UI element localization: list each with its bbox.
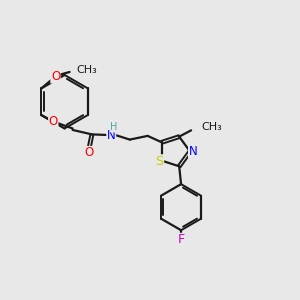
Text: N: N <box>107 129 116 142</box>
Text: CH₃: CH₃ <box>76 65 97 76</box>
Text: N: N <box>189 145 197 158</box>
Text: CH₃: CH₃ <box>202 122 222 132</box>
Text: H: H <box>110 122 117 132</box>
Text: O: O <box>84 146 94 160</box>
Text: S: S <box>155 155 164 168</box>
Text: F: F <box>178 233 184 246</box>
Text: O: O <box>51 70 60 83</box>
Text: O: O <box>49 115 58 128</box>
